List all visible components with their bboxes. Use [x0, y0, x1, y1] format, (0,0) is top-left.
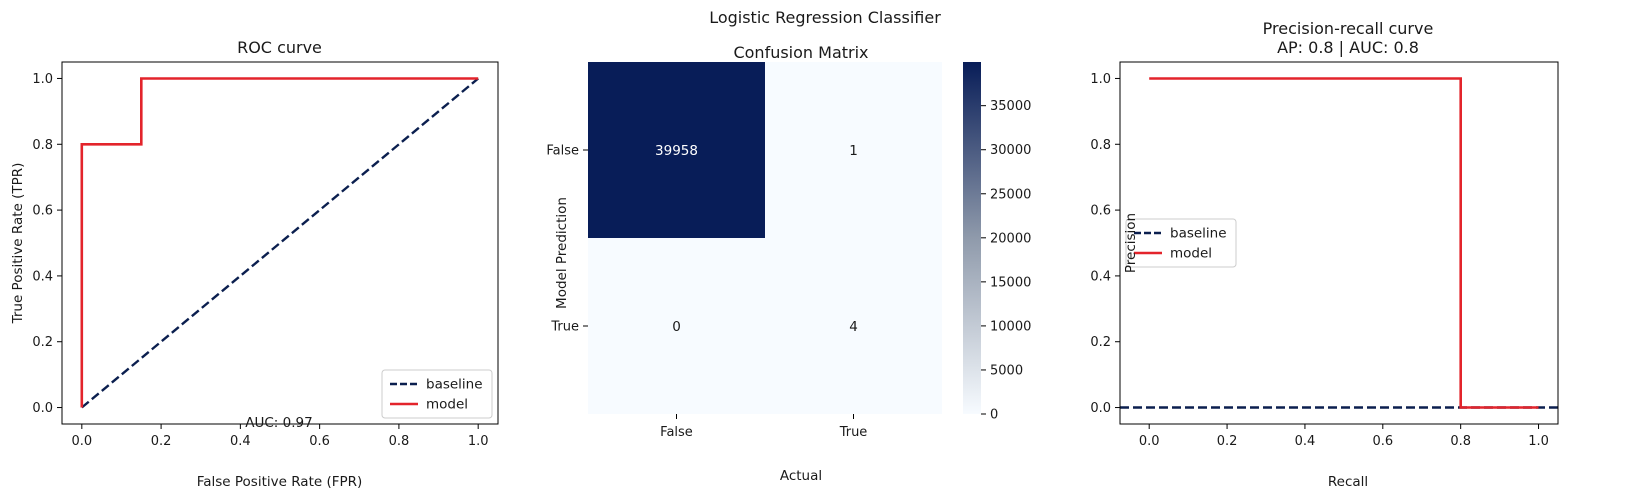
confusion-xlabel: Actual [780, 468, 822, 484]
confusion-title: Confusion Matrix [733, 43, 868, 62]
pr-series-model [1149, 77, 1539, 409]
roc-plot-area: 0.0 0.2 0.4 0.6 0.8 1.0 0.0 0.2 0.4 0.6 0.8 1.0 base… [32, 61, 499, 449]
roc-frame [61, 61, 499, 425]
roc-xtick-label: 1.0 [468, 434, 489, 449]
confusion-cell [765, 238, 942, 414]
confusion-xtick-label: False [660, 425, 693, 440]
figure-suptitle: Logistic Regression Classifier [709, 8, 941, 27]
roc-xtick-label: 0.0 [71, 434, 92, 449]
pr-xtick-label: 0.2 [1217, 434, 1238, 449]
confusion-colorbar: 0 5000 10000 15000 20000 25000 30000 35000 [963, 62, 1031, 423]
confusion-cell-label: 0 [672, 319, 681, 335]
roc-ylabel: True Positive Rate (TPR) [10, 163, 26, 325]
confusion-ytick-label: True [550, 320, 579, 335]
pr-plot-area: 0.0 0.2 0.4 0.6 0.8 1.0 0.0 0.2 0.4 0.6 0.8 1.0 base… [1090, 61, 1559, 449]
colorbar-tick-label: 15000 [990, 275, 1031, 290]
pr-title: Precision-recall curve [1263, 19, 1434, 38]
colorbar-tick-label: 10000 [990, 319, 1031, 334]
colorbar-tick-label: 30000 [990, 143, 1031, 158]
roc-xtick-label: 0.4 [230, 434, 251, 449]
confusion-cell [588, 238, 765, 414]
confusion-panel: Confusion Matrix 39958 1 0 4 False True False T… [546, 43, 1031, 484]
roc-ytick-label: 0.0 [32, 401, 53, 416]
pr-ytick-label: 0.6 [1090, 204, 1111, 219]
confusion-ytick-label: False [546, 144, 579, 159]
colorbar-tick-label: 35000 [990, 99, 1031, 114]
colorbar-tick-label: 20000 [990, 231, 1031, 246]
roc-xlabel: False Positive Rate (FPR) [197, 474, 363, 490]
confusion-cell [588, 62, 765, 238]
confusion-cell-label: 4 [849, 319, 858, 335]
pr-xtick-label: 0.6 [1372, 434, 1393, 449]
pr-xtick-label: 0.8 [1450, 434, 1471, 449]
roc-panel: ROC curve 0.0 0.2 0.4 0.6 0.8 1.0 0.0 0.2 0.4 0.6… [10, 38, 499, 490]
roc-legend-label-baseline: baseline [426, 377, 483, 393]
pr-xtick-label: 0.4 [1295, 434, 1316, 449]
roc-ytick-label: 0.8 [32, 138, 53, 153]
roc-title: ROC curve [237, 38, 322, 57]
colorbar-bar [963, 62, 981, 414]
roc-xtick-label: 0.8 [389, 434, 410, 449]
pr-frame [1119, 61, 1559, 425]
roc-ytick-label: 0.6 [32, 204, 53, 219]
roc-auc-annotation: AUC: 0.97 [245, 415, 312, 431]
colorbar-tick-label: 0 [990, 408, 998, 423]
confusion-cell-label: 1 [849, 143, 858, 159]
roc-xtick-label: 0.6 [309, 434, 330, 449]
pr-legend-label-model: model [1170, 246, 1212, 262]
pr-ytick-label: 0.0 [1090, 401, 1111, 416]
roc-legend-label-model: model [426, 397, 468, 413]
roc-series-baseline [81, 77, 479, 409]
confusion-ylabel: Model Prediction [554, 197, 570, 309]
pr-xlabel: Recall [1328, 474, 1368, 490]
colorbar-tick-label: 25000 [990, 187, 1031, 202]
pr-ytick-label: 0.8 [1090, 138, 1111, 153]
pr-ytick-label: 0.2 [1090, 335, 1111, 350]
roc-legend-box [381, 369, 493, 419]
roc-xtick-label: 0.2 [151, 434, 172, 449]
confusion-cell [765, 62, 942, 238]
roc-legend: baseline model [381, 369, 493, 419]
pr-subtitle: AP: 0.8 | AUC: 0.8 [1277, 38, 1419, 57]
confusion-xtick-label: True [839, 425, 868, 440]
roc-series-model [80, 77, 479, 408]
pr-xtick-label: 1.0 [1528, 434, 1549, 449]
pr-legend-box [1125, 218, 1237, 268]
pr-ytick-label: 1.0 [1090, 72, 1111, 87]
confusion-plot-area: 39958 1 0 4 False True False True [546, 62, 942, 440]
confusion-cell-label: 39958 [655, 143, 698, 159]
colorbar-tick-label: 5000 [990, 363, 1023, 378]
pr-xtick-label: 0.0 [1139, 434, 1160, 449]
roc-ytick-label: 1.0 [32, 72, 53, 87]
pr-legend-label-baseline: baseline [1170, 226, 1227, 242]
roc-ytick-label: 0.2 [32, 335, 53, 350]
pr-ytick-label: 0.4 [1090, 269, 1111, 284]
pr-legend: baseline model [1125, 218, 1237, 268]
pr-panel: Precision-recall curve AP: 0.8 | AUC: 0.… [1090, 19, 1559, 490]
pr-ylabel: Precision [1123, 213, 1139, 273]
roc-ytick-label: 0.4 [32, 269, 53, 284]
